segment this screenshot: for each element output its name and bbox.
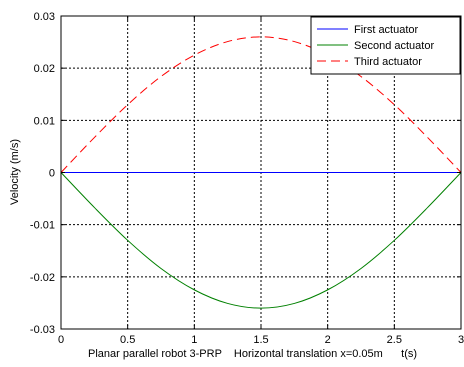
x-tick-label: 0.5 bbox=[120, 334, 135, 346]
legend: First actuator Second actuator Third actua… bbox=[310, 16, 461, 75]
y-tick-label: -0.01 bbox=[30, 220, 55, 232]
x-tick-label: 3 bbox=[458, 334, 464, 346]
y-tick-label: 0.02 bbox=[34, 63, 55, 75]
x-tick-label: 2 bbox=[325, 334, 331, 346]
y-tick-label: 0.03 bbox=[34, 11, 55, 23]
y-tick-labels: 0.03 0.02 0.01 0 -0.01 -0.02 -0.03 bbox=[30, 11, 55, 336]
series-lines bbox=[60, 36, 462, 309]
y-tick-label: 0 bbox=[49, 168, 55, 180]
series-line-2 bbox=[60, 172, 462, 309]
y-tick-label: 0.01 bbox=[34, 115, 55, 127]
y-tick-label: -0.03 bbox=[30, 324, 55, 336]
legend-label: Third actuator bbox=[354, 56, 422, 68]
legend-label: First actuator bbox=[354, 24, 419, 36]
x-tick-labels: 0 0.5 1 1.5 2 2.5 3 bbox=[58, 334, 464, 346]
x-tick-label: 0 bbox=[58, 334, 64, 346]
x-tick-label: 1.5 bbox=[253, 334, 268, 346]
legend-label: Second actuator bbox=[354, 40, 434, 52]
y-axis-label: Velocity (m/s) bbox=[9, 139, 21, 205]
x-tick-label: 2.5 bbox=[387, 334, 402, 346]
y-tick-label: -0.02 bbox=[30, 272, 55, 284]
x-tick-label: 1 bbox=[191, 334, 197, 346]
x-axis-label: Planar parallel robot 3-PRP Horizontal t… bbox=[88, 348, 417, 360]
